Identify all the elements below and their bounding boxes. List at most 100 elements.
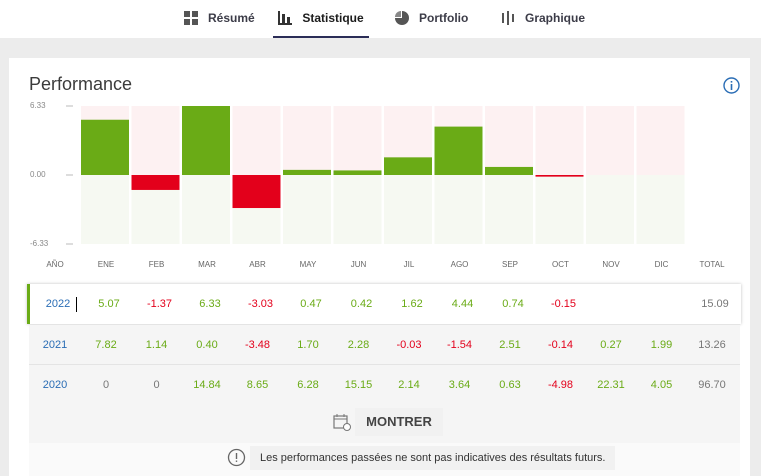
icon xyxy=(278,11,293,25)
month-value: 0.74 xyxy=(502,298,524,310)
total: 15.09 xyxy=(701,298,729,310)
calendar-icon xyxy=(333,414,351,431)
tab-label: Résumé xyxy=(208,11,255,25)
month-value: 0.63 xyxy=(499,379,521,391)
month-value: 4.44 xyxy=(451,298,474,310)
month-value: -0.03 xyxy=(396,339,422,351)
month-value: 2.51 xyxy=(499,339,521,351)
month-value: 3.64 xyxy=(448,379,471,391)
column-bg-up xyxy=(586,106,634,175)
column-header: JIL xyxy=(403,260,415,269)
column-bg-up xyxy=(283,106,331,175)
month-value: 0.27 xyxy=(600,339,622,351)
month-value: -0.15 xyxy=(550,298,577,310)
column-header: MAY xyxy=(299,260,317,269)
month-value: 4.05 xyxy=(650,379,673,391)
month-value: 0 xyxy=(102,379,110,391)
bar xyxy=(434,126,483,175)
month-value: -1.37 xyxy=(146,298,173,310)
year[interactable]: 2020 xyxy=(42,379,68,391)
table-header: AÑO ENE FEB MAR ABR MAY JUN JIL AGO SEP OCT NOV DIC T… xyxy=(29,248,740,282)
column-header: ENE xyxy=(97,260,115,269)
month-value: 7.82 xyxy=(95,339,117,351)
tab-active[interactable]: Statistique xyxy=(273,0,369,38)
month-value: 0 xyxy=(153,379,160,391)
column-bg-down xyxy=(485,175,533,244)
performance-chart: 6.33 0.00 -6.33 xyxy=(30,101,685,248)
show-button[interactable]: MONTRER xyxy=(355,408,443,436)
column-header: DIC xyxy=(654,260,669,269)
bar xyxy=(81,119,129,175)
disclaimer: Les performances passées ne sont pas ind… xyxy=(250,446,616,470)
tab[interactable]: Portfolio xyxy=(395,0,468,36)
icon xyxy=(184,11,198,25)
column-bg-down xyxy=(182,175,230,244)
month-value: -0.14 xyxy=(547,339,574,351)
month-value: 22.31 xyxy=(597,379,625,391)
month-value: 2.28 xyxy=(347,339,370,351)
total: 13.26 xyxy=(698,339,726,351)
icon xyxy=(395,11,409,25)
column-header: AGO xyxy=(450,260,469,269)
info-icon[interactable] xyxy=(723,77,740,94)
month-value: -1.54 xyxy=(446,339,473,351)
column-bg-down xyxy=(636,175,685,244)
month-value: 1.14 xyxy=(145,339,168,351)
y-tick-label: 0.00 xyxy=(30,170,46,179)
tab-label: Graphique xyxy=(525,11,586,25)
bar xyxy=(485,166,533,175)
column-bg-down xyxy=(333,175,382,244)
tab[interactable]: Graphique xyxy=(501,0,585,36)
table-row: 2022 5.07 -1.37 6.33 -3.03 0.47 0.42 1.62 4.44 0.… xyxy=(27,284,741,324)
column-header: MAR xyxy=(198,260,216,269)
month-value: 0.42 xyxy=(350,298,373,310)
month-value: 8.65 xyxy=(246,379,269,391)
tab-bar: Résumé Statistique Portfolio Graphique xyxy=(0,0,761,38)
column-header: TOTAL xyxy=(699,260,725,269)
column-bg-down xyxy=(81,175,129,244)
year[interactable]: 2022 xyxy=(45,298,71,310)
table-row: 2020 0 0 14.84 8.65 6.28 15.15 2.14 3.64 0.63 -4.9… xyxy=(29,364,740,405)
column-header: NOV xyxy=(602,260,620,269)
month-value: 1.70 xyxy=(297,339,319,351)
month-value: 15.15 xyxy=(344,379,373,391)
column-bg-down xyxy=(586,175,634,244)
card-title: Performance xyxy=(29,74,133,94)
bar xyxy=(232,175,281,209)
column-bg-down xyxy=(384,175,432,244)
bar xyxy=(535,175,584,177)
column-bg-up xyxy=(333,106,382,175)
year[interactable]: 2021 xyxy=(42,339,68,351)
column-bg-down xyxy=(283,175,331,244)
bar xyxy=(333,170,382,175)
month-value: -4.98 xyxy=(547,379,574,391)
column-header: AÑO xyxy=(46,260,64,269)
total: 96.70 xyxy=(698,379,726,391)
table-row: 2021 7.82 1.14 0.40 -3.48 1.70 2.28 -0.03 -1.54 2… xyxy=(29,324,740,365)
bar xyxy=(283,169,331,175)
column-header: SEP xyxy=(501,260,518,269)
column-header: JUN xyxy=(350,260,367,269)
month-value: 1.62 xyxy=(401,298,423,310)
tab[interactable]: Résumé xyxy=(184,0,255,36)
column-bg-down xyxy=(535,175,584,244)
tab-label: Portfolio xyxy=(419,11,469,25)
column-bg-up xyxy=(232,106,281,175)
month-value: 0.47 xyxy=(300,298,322,310)
column-bg-up xyxy=(485,106,533,175)
month-value: 0.40 xyxy=(196,339,218,351)
y-tick-label: -6.33 xyxy=(30,239,49,248)
column-bg-up xyxy=(636,106,685,175)
month-value: -3.03 xyxy=(247,298,274,310)
month-value: 14.84 xyxy=(193,379,221,391)
bar xyxy=(131,175,180,190)
bar xyxy=(182,106,230,175)
month-value: 1.99 xyxy=(650,339,673,351)
month-value: -3.48 xyxy=(244,339,271,351)
bar xyxy=(384,157,432,175)
column-bg-up xyxy=(535,106,584,175)
column-bg-up xyxy=(131,106,180,175)
column-header: FEB xyxy=(148,260,165,269)
warning-icon xyxy=(227,448,246,467)
